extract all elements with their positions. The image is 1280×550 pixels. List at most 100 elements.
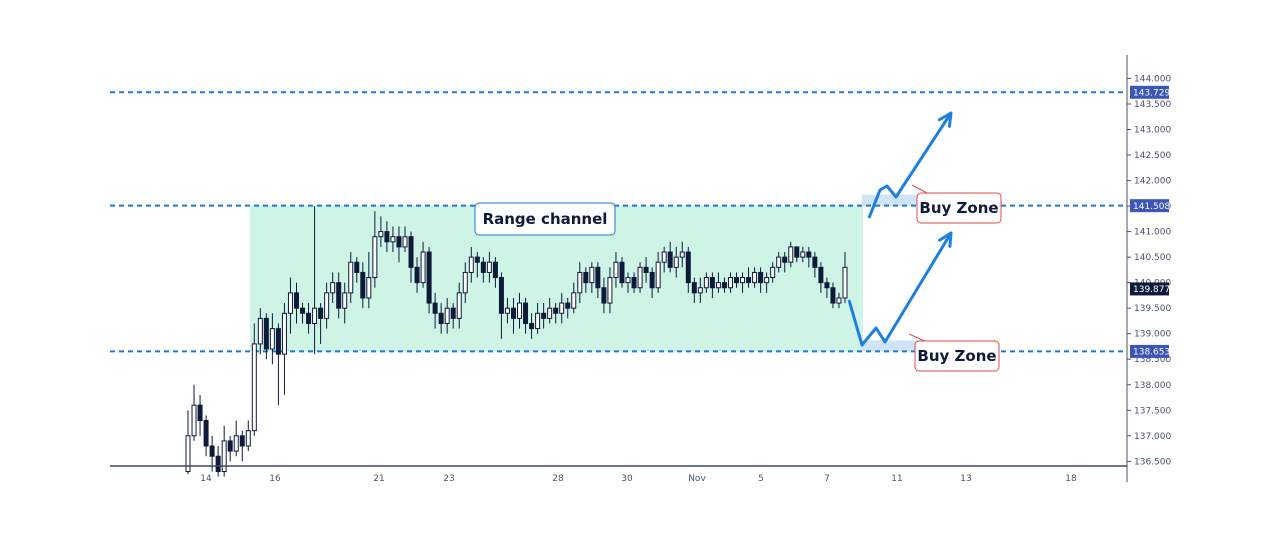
buy-zone-callout-1 xyxy=(916,192,1002,224)
candle-body xyxy=(571,292,577,309)
candle-body xyxy=(330,282,336,294)
price-tag-label: 141.508 xyxy=(1133,202,1170,212)
candle-body xyxy=(559,302,565,314)
candle-body xyxy=(806,251,812,258)
price-tick-label: 136.500 xyxy=(1134,457,1171,467)
candle-body xyxy=(251,343,257,432)
time-tick-label: 21 xyxy=(373,474,384,484)
price-tag-bg xyxy=(1130,344,1169,358)
buy-zone-box-2 xyxy=(862,340,947,352)
buy-zone-boxes xyxy=(862,194,947,352)
candle-body xyxy=(613,261,619,279)
candle-body xyxy=(324,292,330,319)
candle-body xyxy=(758,271,764,284)
candle-body xyxy=(312,307,318,324)
price-tick-label: 144.000 xyxy=(1134,74,1171,84)
time-tick-label: 30 xyxy=(621,474,633,484)
candle-body xyxy=(794,246,800,258)
candle-body xyxy=(553,307,559,314)
price-tags: 143.729 141.508 139.877 138.653 xyxy=(1130,85,1170,358)
candle-body xyxy=(420,251,426,284)
candle-body xyxy=(637,266,643,289)
candle-body xyxy=(517,302,523,319)
candle-body xyxy=(468,256,474,273)
candle-body xyxy=(776,256,782,268)
candle-body xyxy=(649,271,655,289)
buy-zone-label-2: Buy Zone xyxy=(917,347,996,365)
projection-arrows xyxy=(847,111,953,347)
candle-body xyxy=(830,287,836,304)
candle-body xyxy=(782,256,788,263)
candle-body xyxy=(432,302,438,314)
candle-body xyxy=(402,236,408,248)
candle-body xyxy=(360,271,366,299)
time-tick-label: 18 xyxy=(1065,474,1077,484)
time-axis: 14 16 21 23 28 30 Nov 5 7 11 13 18 xyxy=(110,465,1127,484)
candle-body xyxy=(480,261,486,273)
candle-body xyxy=(197,404,203,421)
upper-projection-arrow xyxy=(867,112,953,219)
candle-body xyxy=(740,277,746,284)
candle-body xyxy=(281,312,287,355)
candle-body xyxy=(372,236,378,279)
price-tick-label: 137.500 xyxy=(1134,406,1171,416)
candle-body xyxy=(306,312,312,324)
time-tick-label: 14 xyxy=(200,474,212,484)
price-tick-label: 142.500 xyxy=(1134,151,1171,161)
candle-body xyxy=(348,261,354,294)
upper-arrow-head xyxy=(937,111,953,128)
candle-body xyxy=(667,251,673,268)
candle-body xyxy=(287,292,293,314)
candle-body xyxy=(746,277,752,284)
price-tag-bg xyxy=(1130,199,1169,213)
candle-body xyxy=(504,307,510,314)
candle-body xyxy=(523,302,529,324)
candle-body xyxy=(239,435,245,447)
candle-body xyxy=(185,435,191,473)
candle-body xyxy=(191,404,197,437)
candle-body xyxy=(227,440,233,452)
price-tick-label: 138.500 xyxy=(1134,355,1171,365)
candle-body xyxy=(541,312,547,319)
range-channel-label: Range channel xyxy=(483,210,608,228)
candle-body xyxy=(450,307,456,319)
candle-body xyxy=(203,419,209,447)
candle-body xyxy=(607,277,613,304)
candle-body xyxy=(824,282,830,289)
candle-body xyxy=(221,440,227,473)
candle-body xyxy=(263,317,269,350)
time-tick-label: 5 xyxy=(758,474,764,484)
candle-body xyxy=(836,297,842,304)
candle-body xyxy=(595,266,601,289)
candle-body xyxy=(498,277,504,314)
candle-body xyxy=(752,271,758,284)
lower-arrow-head xyxy=(938,231,953,248)
candle-body xyxy=(625,277,631,284)
candle-body xyxy=(619,261,625,284)
price-tag-bg xyxy=(1130,85,1169,99)
annotations: Range channel Buy Zone Buy Zone xyxy=(474,184,1002,372)
candle-body xyxy=(529,322,535,330)
candle-body xyxy=(444,307,450,324)
candle-body xyxy=(293,292,299,309)
buy-zone-box-1 xyxy=(862,194,947,206)
candle-body xyxy=(366,277,372,299)
price-tick-label: 138.000 xyxy=(1134,381,1171,391)
candle-body xyxy=(715,282,721,289)
price-tag-label: 143.729 xyxy=(1133,88,1170,98)
candle-body xyxy=(462,271,468,294)
buy-zone-label-1: Buy Zone xyxy=(919,199,998,217)
candle-body xyxy=(408,236,414,268)
candle-body xyxy=(510,307,516,319)
candle-body xyxy=(788,246,794,263)
candles xyxy=(185,206,848,477)
candle-body xyxy=(842,266,848,299)
candle-body xyxy=(818,266,824,284)
candle-body xyxy=(727,277,733,289)
candle-body xyxy=(583,271,589,284)
candle-body xyxy=(438,312,444,324)
candle-body xyxy=(492,261,498,279)
candle-body xyxy=(734,277,740,284)
candle-body xyxy=(396,236,402,248)
